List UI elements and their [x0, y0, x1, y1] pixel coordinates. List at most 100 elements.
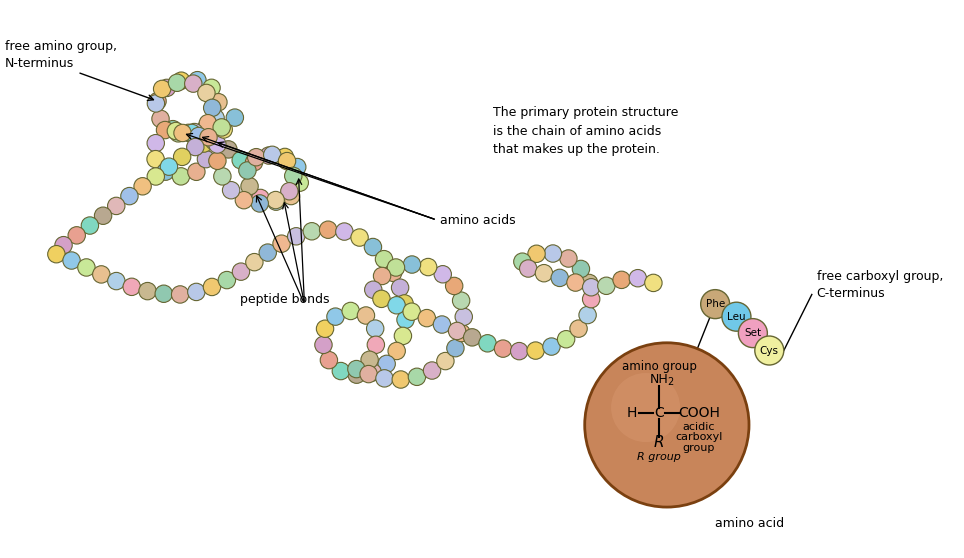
Circle shape [281, 182, 298, 200]
Text: amino acid: amino acid [715, 517, 785, 530]
Circle shape [361, 351, 378, 368]
Circle shape [147, 151, 164, 168]
Circle shape [419, 258, 437, 276]
Circle shape [408, 368, 426, 386]
Text: peptide bonds: peptide bonds [240, 293, 330, 306]
Circle shape [434, 266, 451, 283]
Circle shape [613, 271, 630, 288]
Circle shape [403, 303, 420, 320]
Circle shape [147, 168, 165, 185]
Circle shape [391, 279, 409, 296]
Circle shape [68, 227, 86, 244]
Circle shape [348, 360, 365, 378]
Circle shape [246, 153, 263, 171]
Text: C: C [655, 406, 664, 420]
Circle shape [153, 80, 171, 98]
Circle shape [543, 338, 560, 355]
Circle shape [288, 158, 306, 176]
Circle shape [319, 221, 336, 238]
Circle shape [200, 114, 217, 132]
Circle shape [156, 121, 174, 139]
Circle shape [360, 365, 377, 383]
Circle shape [388, 296, 405, 314]
Circle shape [282, 187, 300, 205]
Circle shape [373, 290, 390, 307]
Text: COOH: COOH [678, 406, 720, 420]
Circle shape [263, 146, 281, 163]
Circle shape [527, 342, 545, 359]
Circle shape [198, 84, 215, 102]
Circle shape [520, 260, 537, 277]
Circle shape [582, 278, 600, 296]
Circle shape [453, 324, 470, 341]
Circle shape [373, 267, 390, 285]
Circle shape [200, 128, 217, 146]
Circle shape [364, 281, 382, 299]
Circle shape [189, 71, 206, 89]
Circle shape [207, 109, 225, 127]
Circle shape [148, 93, 166, 110]
Circle shape [188, 283, 205, 301]
Circle shape [376, 369, 393, 387]
Circle shape [246, 253, 263, 271]
Circle shape [342, 302, 360, 320]
Circle shape [316, 320, 334, 338]
Circle shape [157, 163, 174, 180]
Circle shape [232, 151, 250, 169]
Text: H: H [627, 406, 637, 420]
Circle shape [445, 277, 463, 295]
Circle shape [397, 311, 415, 329]
Circle shape [528, 245, 546, 262]
Circle shape [495, 340, 512, 357]
Circle shape [396, 295, 414, 312]
Circle shape [203, 99, 221, 117]
Circle shape [367, 336, 385, 353]
Circle shape [214, 168, 231, 185]
Circle shape [273, 235, 290, 252]
Circle shape [203, 278, 221, 296]
Circle shape [139, 282, 156, 300]
Circle shape [385, 264, 402, 281]
Circle shape [514, 253, 531, 271]
Circle shape [535, 264, 552, 282]
Circle shape [437, 352, 454, 370]
Text: group: group [683, 443, 715, 453]
Text: Set: Set [744, 328, 762, 338]
Circle shape [232, 263, 250, 280]
Circle shape [202, 79, 220, 97]
Circle shape [183, 124, 201, 142]
Circle shape [151, 110, 170, 127]
Circle shape [378, 355, 395, 373]
Circle shape [582, 291, 600, 308]
Circle shape [551, 269, 569, 287]
Circle shape [259, 244, 277, 261]
Circle shape [209, 152, 227, 170]
Circle shape [464, 329, 481, 346]
Circle shape [320, 352, 337, 369]
Circle shape [392, 371, 410, 388]
Circle shape [241, 177, 258, 195]
Circle shape [78, 259, 95, 276]
Circle shape [227, 109, 244, 126]
Circle shape [403, 256, 420, 273]
Circle shape [120, 187, 138, 205]
Circle shape [63, 252, 80, 269]
Circle shape [433, 316, 450, 333]
Circle shape [423, 362, 441, 379]
Circle shape [235, 191, 253, 209]
Circle shape [251, 195, 268, 212]
Circle shape [333, 362, 350, 380]
Circle shape [158, 79, 175, 97]
Circle shape [611, 373, 680, 442]
Circle shape [545, 245, 562, 262]
Circle shape [184, 75, 202, 92]
Circle shape [560, 250, 577, 267]
Circle shape [108, 197, 125, 215]
Circle shape [364, 364, 382, 381]
Circle shape [147, 95, 165, 112]
Circle shape [94, 207, 112, 224]
Circle shape [169, 74, 186, 92]
Circle shape [198, 151, 215, 168]
Circle shape [701, 290, 730, 319]
Circle shape [570, 320, 587, 338]
